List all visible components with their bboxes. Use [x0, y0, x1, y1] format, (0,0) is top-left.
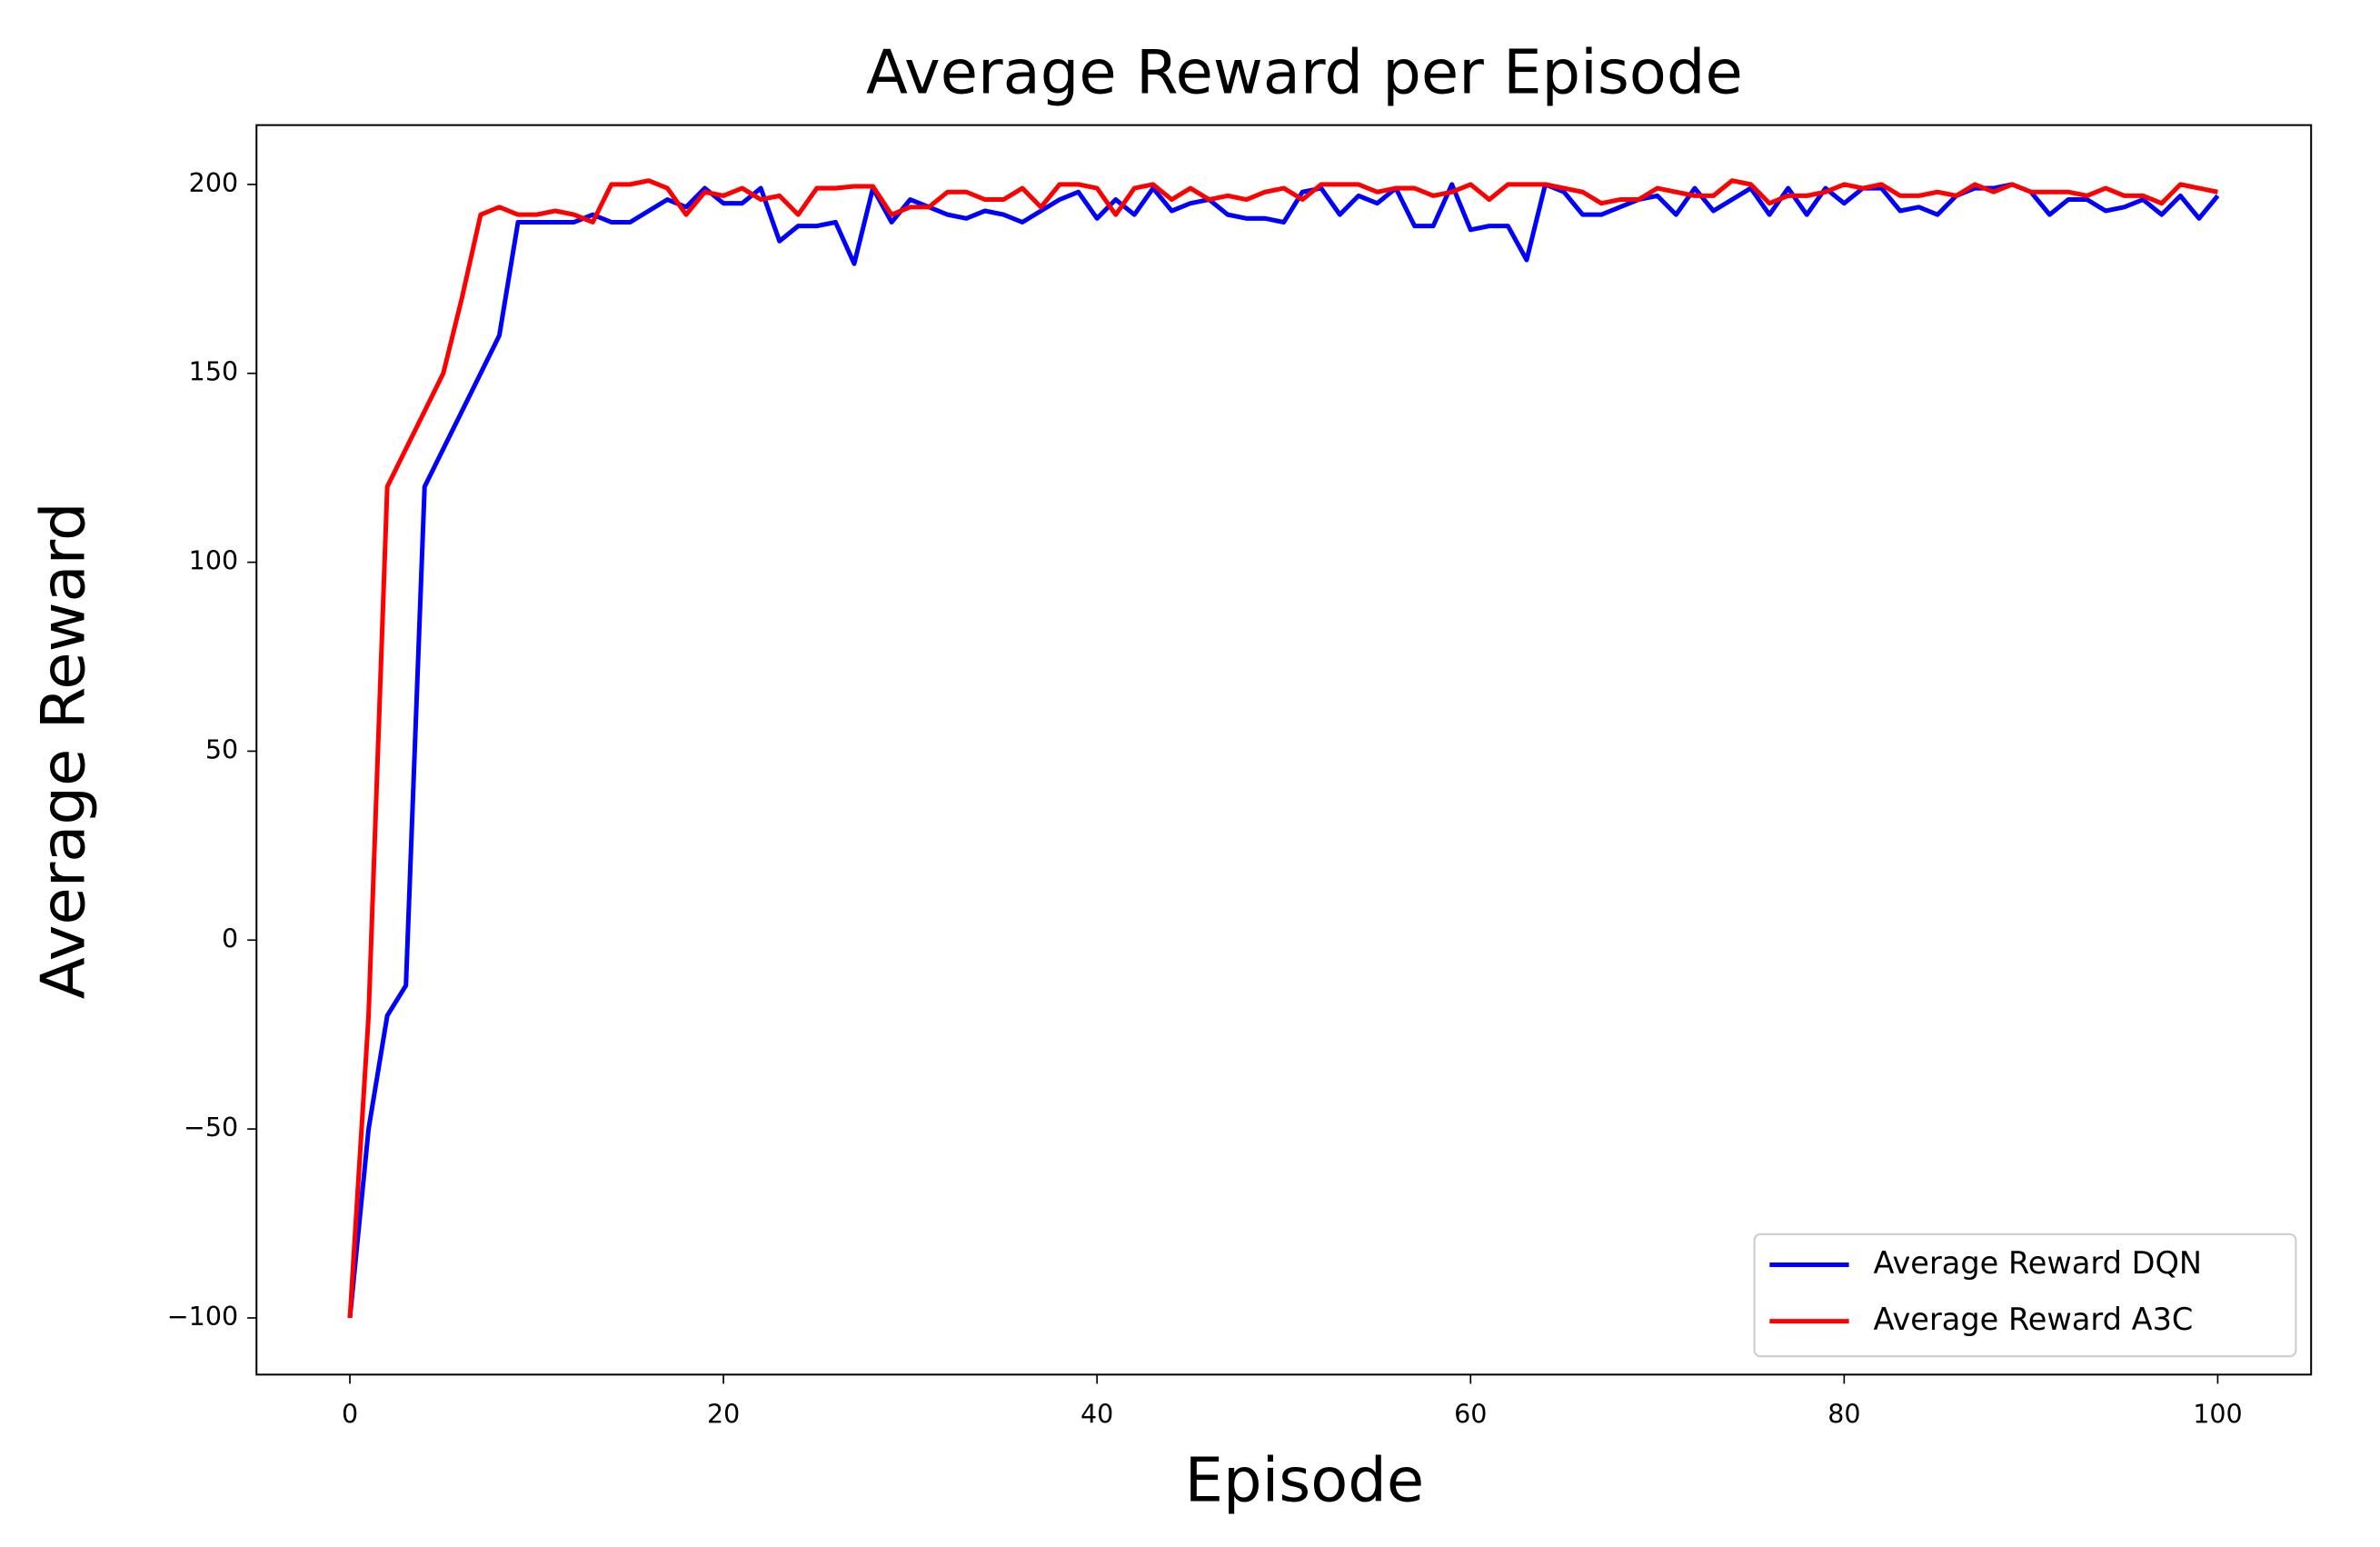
plot-frame	[255, 124, 2313, 1376]
y-tick-label: −50	[184, 1113, 238, 1143]
y-axis-label: Average Reward	[28, 502, 99, 999]
chart-title: Average Reward per Episode	[866, 36, 1743, 107]
y-tick-label: 50	[205, 734, 238, 764]
x-tick-label: 100	[2193, 1400, 2242, 1430]
x-tick-label: 0	[342, 1400, 358, 1430]
y-tick-label: −100	[167, 1302, 238, 1332]
x-tick-label: 80	[1827, 1400, 1860, 1430]
x-axis-label: Episode	[1185, 1445, 1425, 1516]
y-tick-label: 200	[189, 168, 238, 198]
y-tick-label: 0	[222, 923, 238, 953]
x-tick-label: 20	[707, 1400, 740, 1430]
data-line	[347, 182, 2220, 1319]
legend-box	[1753, 1233, 2297, 1358]
data-line	[347, 178, 2218, 1319]
x-tick-label: 40	[1080, 1400, 1113, 1430]
x-tick-label: 60	[1454, 1400, 1487, 1430]
legend-label: Average Reward A3C	[1873, 1302, 2193, 1337]
y-tick-label: 150	[189, 357, 238, 387]
legend-label: Average Reward DQN	[1873, 1245, 2202, 1281]
y-tick-label: 100	[189, 546, 238, 576]
